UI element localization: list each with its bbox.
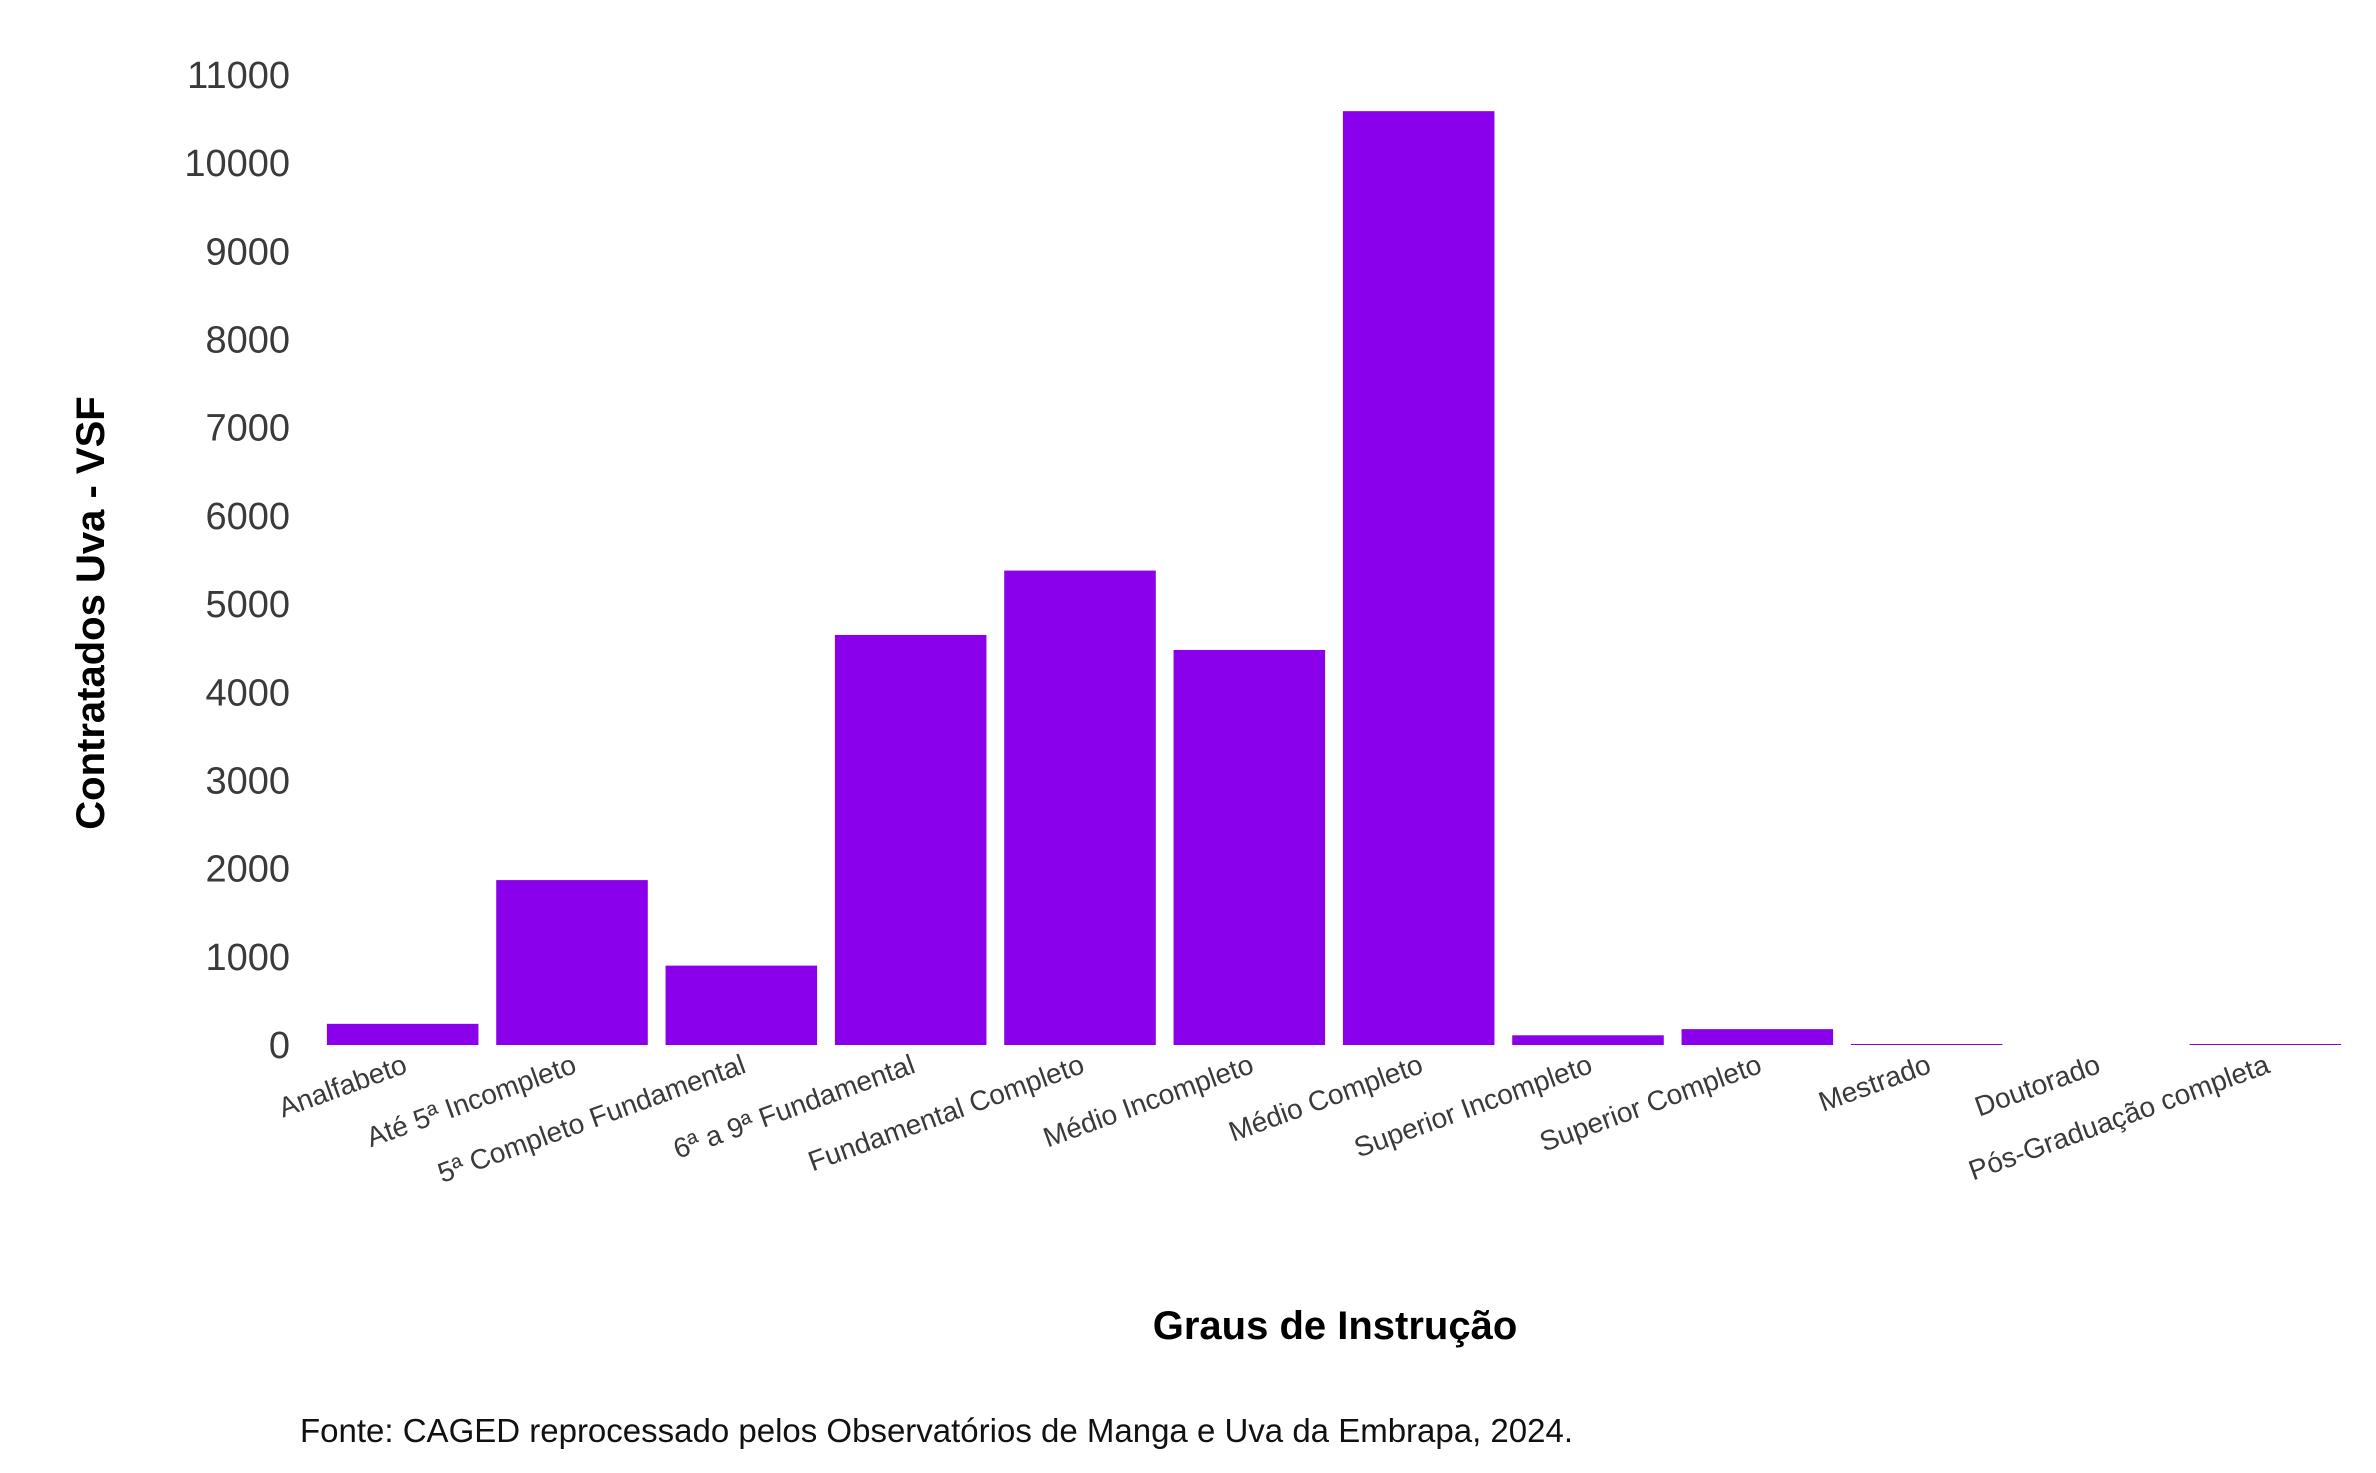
bar xyxy=(1342,111,1495,1046)
y-tick-label: 3000 xyxy=(205,760,290,802)
bar xyxy=(834,634,987,1045)
bar xyxy=(2189,1044,2342,1045)
bar xyxy=(326,1023,479,1045)
x-tick-label: Analfabeto xyxy=(274,1049,410,1124)
x-tick-label: Fundamental Completo xyxy=(804,1049,1088,1178)
x-tick-label: Mestrado xyxy=(1814,1049,1934,1118)
y-tick-label: 4000 xyxy=(205,672,290,714)
x-tick-label: 5ª Completo Fundamental xyxy=(434,1049,750,1189)
y-axis-title: Contratados Uva - VSF xyxy=(69,396,113,829)
bar xyxy=(496,880,648,1045)
y-tick-label: 2000 xyxy=(205,849,290,891)
x-axis-title: Graus de Instrução xyxy=(1153,1304,1518,1348)
source-note: Fonte: CAGED reprocessado pelos Observat… xyxy=(300,1412,1574,1449)
y-tick-label: 8000 xyxy=(205,320,290,362)
bar xyxy=(1004,570,1156,1045)
bar xyxy=(1681,1029,1834,1045)
y-tick-label: 6000 xyxy=(205,496,290,538)
y-tick-label: 11000 xyxy=(187,55,290,97)
bar xyxy=(1512,1035,1664,1045)
bar xyxy=(1173,649,1326,1045)
y-tick-label: 10000 xyxy=(184,143,290,185)
y-tick-label: 5000 xyxy=(205,584,290,626)
y-tick-label: 1000 xyxy=(205,937,290,979)
y-tick-label: 9000 xyxy=(205,231,290,273)
bar xyxy=(665,965,818,1045)
x-tick-label: Pós-Graduação completa xyxy=(1964,1048,2273,1186)
y-tick-label: 0 xyxy=(269,1025,290,1067)
bars xyxy=(326,111,2342,1046)
y-axis-ticks: 0 1000 2000 3000 4000 5000 6000 7000 8000 9000 100… xyxy=(184,55,290,1067)
bar xyxy=(1850,1044,2003,1045)
y-tick-label: 7000 xyxy=(205,408,290,450)
x-tick-label: Doutorado xyxy=(1971,1049,2104,1123)
